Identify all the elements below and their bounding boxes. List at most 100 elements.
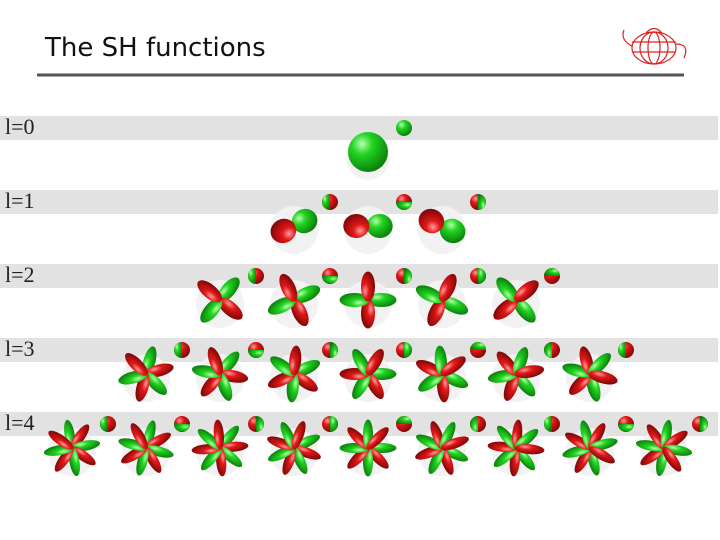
small-sphere (544, 342, 560, 358)
lobe (514, 365, 545, 379)
teapot-icon (622, 27, 687, 65)
sh-lobe-shape (118, 420, 174, 476)
lobe (416, 434, 444, 451)
lobe (292, 371, 318, 392)
lobe (361, 271, 375, 302)
sphere-half (470, 342, 486, 350)
sphere-half (330, 416, 338, 432)
row-label: l=2 (5, 262, 35, 287)
lobe (496, 351, 519, 376)
lobe (427, 298, 446, 327)
sh-lobe-shape (562, 346, 618, 402)
sh-lobe-shape (487, 419, 545, 477)
row-label: l=0 (5, 114, 35, 139)
lobe (218, 297, 243, 320)
sh-lobe-shape (346, 132, 390, 180)
lobe (496, 277, 519, 302)
lobe (439, 218, 466, 244)
sphere-half (618, 424, 634, 432)
lobe (144, 445, 174, 458)
lobe (289, 345, 302, 376)
lobe (217, 277, 240, 302)
sh-lobe-shape (415, 273, 469, 328)
lobe (366, 427, 389, 450)
small-sphere (544, 416, 560, 432)
lobe (130, 423, 148, 450)
sphere-half (100, 416, 108, 432)
lobe (588, 370, 618, 385)
sphere-half (544, 416, 552, 432)
lobe (343, 214, 370, 238)
lobe (213, 419, 224, 450)
lobe (428, 446, 445, 474)
sphere-half (404, 268, 412, 284)
lobe (366, 293, 397, 307)
small-sphere (396, 268, 412, 284)
small-sphere (248, 416, 264, 432)
lobe (118, 438, 148, 451)
lobe (144, 372, 167, 395)
sphere-half (248, 350, 264, 358)
lobe (588, 353, 611, 376)
sh-lobe-shape (418, 206, 466, 254)
sh-lobe-shape (415, 421, 469, 476)
lobe (197, 280, 222, 303)
lobe (352, 348, 371, 376)
sphere-half (322, 194, 330, 210)
lobe (136, 446, 149, 476)
lobe (290, 298, 309, 327)
lobe (197, 428, 222, 450)
sphere-half (700, 416, 708, 432)
sh-lobe-shape (118, 346, 174, 402)
lobe (569, 372, 592, 395)
lobe (347, 446, 370, 469)
lobe (512, 347, 529, 376)
sh-lobe-shape (196, 277, 244, 328)
sh-lobe-shape (339, 271, 397, 329)
sh-lobe-shape (191, 347, 249, 402)
sh-lobe-shape (267, 345, 321, 403)
small-sphere (470, 268, 486, 284)
small-sphere (692, 416, 708, 432)
lobe (513, 372, 536, 397)
sphere-half (470, 416, 478, 432)
lobe (200, 372, 223, 397)
lobe (415, 359, 444, 377)
lobe (48, 430, 74, 450)
sh-lobe-shape (415, 345, 469, 403)
lobe (439, 422, 456, 450)
sphere-half (544, 268, 560, 276)
small-sphere (396, 342, 412, 358)
sphere-half (618, 342, 626, 358)
lobe (514, 280, 539, 303)
lobe (418, 371, 444, 392)
lobe (218, 446, 243, 468)
small-sphere (248, 342, 264, 358)
lobe (662, 446, 682, 472)
row-label: l=3 (5, 336, 35, 361)
sphere-half (396, 202, 412, 210)
lobe (493, 297, 518, 320)
lobe (267, 296, 296, 315)
sphere-half (248, 268, 256, 284)
sphere-half (256, 416, 264, 432)
lobe (347, 427, 370, 450)
lobe (418, 208, 445, 234)
lobe (361, 298, 375, 329)
sh-lobe-shape (339, 348, 397, 402)
lobe (292, 445, 321, 460)
small-sphere (470, 416, 486, 432)
row-label: l=4 (5, 410, 35, 435)
sh-lobe-shape (343, 206, 393, 254)
sh-lobe-shape (487, 347, 545, 402)
lobe (70, 446, 96, 466)
small-sphere (618, 342, 634, 358)
lobe (440, 436, 469, 451)
lobe (352, 372, 371, 400)
small-sphere (396, 194, 412, 210)
lobe (440, 296, 469, 315)
lobe (125, 353, 148, 376)
lobe (365, 372, 384, 400)
lobe (292, 285, 321, 304)
